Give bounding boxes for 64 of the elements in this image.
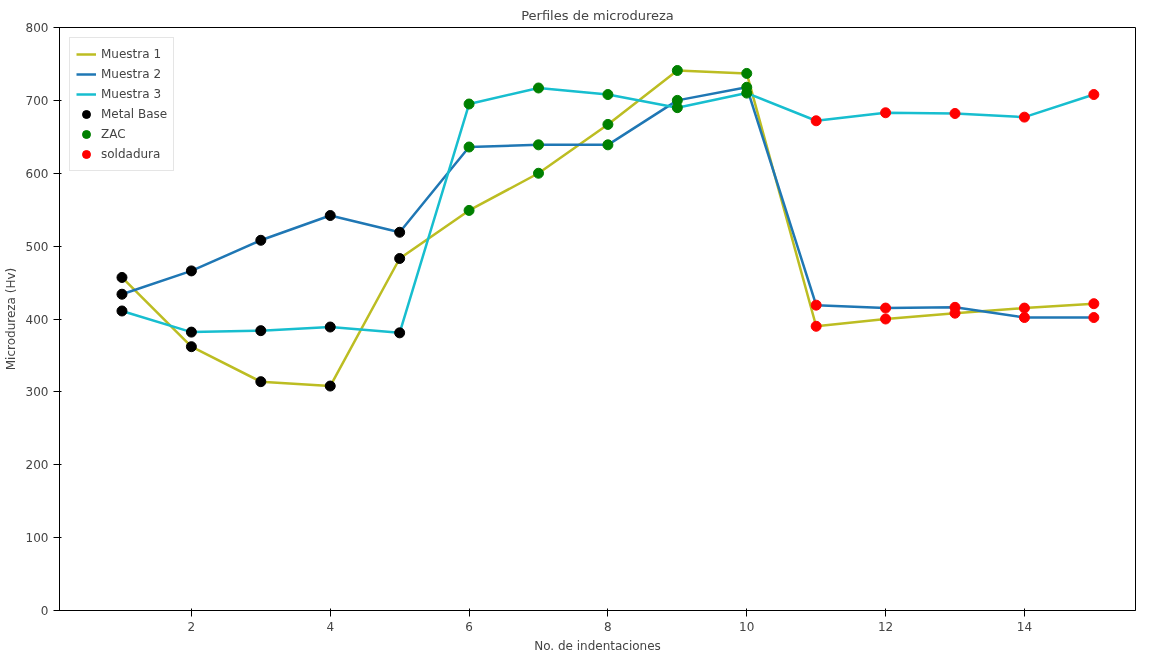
y-tick-label: 500	[25, 239, 49, 254]
point	[324, 380, 336, 392]
point	[1018, 111, 1030, 123]
legend-label: Muestra 2	[101, 67, 162, 81]
point	[1088, 89, 1100, 101]
point	[324, 210, 336, 222]
point	[532, 139, 544, 151]
point	[880, 302, 892, 314]
y-tick-label: 800	[25, 21, 49, 35]
y-tick-label: 400	[25, 312, 49, 327]
legend-label: ZAC	[101, 127, 126, 141]
y-tick-label: 300	[25, 385, 49, 400]
point	[810, 299, 822, 311]
point	[185, 265, 197, 277]
y-tick-label: 0	[40, 604, 49, 618]
point	[1018, 312, 1030, 324]
legend-label: Muestra 3	[101, 87, 162, 101]
point	[602, 118, 614, 130]
point	[116, 271, 128, 283]
point	[671, 65, 683, 76]
point	[880, 107, 892, 119]
point	[255, 376, 267, 388]
point	[255, 325, 267, 337]
point	[810, 320, 822, 332]
point	[463, 204, 475, 216]
point	[255, 234, 267, 246]
y-tick-label: 600	[25, 166, 49, 181]
point	[394, 253, 406, 264]
point	[463, 141, 475, 153]
x-tick-label: 10	[739, 619, 755, 634]
point	[741, 67, 753, 79]
point	[602, 139, 614, 151]
point	[1088, 298, 1100, 310]
point	[463, 98, 475, 110]
point	[116, 288, 128, 300]
point	[394, 327, 406, 339]
x-tick-label: 14	[1016, 619, 1033, 634]
y-axis-title: Microdureza (Hv)	[3, 267, 18, 371]
x-tick-label: 2	[187, 619, 196, 634]
y-tick-label: 100	[25, 531, 49, 546]
legend-label: Muestra 1	[101, 47, 162, 61]
x-axis-title: No. de indentaciones	[534, 638, 661, 653]
legend-label: Metal Base	[101, 107, 168, 121]
point	[116, 305, 128, 317]
point	[1088, 312, 1100, 324]
point	[810, 115, 822, 127]
x-tick-label: 12	[877, 619, 894, 634]
x-tick-label: 4	[326, 619, 335, 634]
point	[185, 326, 197, 338]
point	[185, 341, 197, 353]
point	[394, 226, 406, 238]
chart-title: Perfiles de microdureza	[521, 7, 674, 23]
point	[532, 82, 544, 94]
y-tick-label: 200	[25, 458, 49, 473]
point	[324, 321, 336, 333]
point	[1018, 302, 1030, 314]
point	[880, 313, 892, 325]
point	[602, 89, 614, 101]
point	[532, 167, 544, 179]
y-tick-label: 700	[25, 93, 49, 108]
x-tick-label: 8	[604, 619, 612, 634]
legend-label: soldadura	[101, 147, 161, 161]
x-tick-label: 6	[465, 619, 473, 634]
point	[949, 108, 961, 119]
